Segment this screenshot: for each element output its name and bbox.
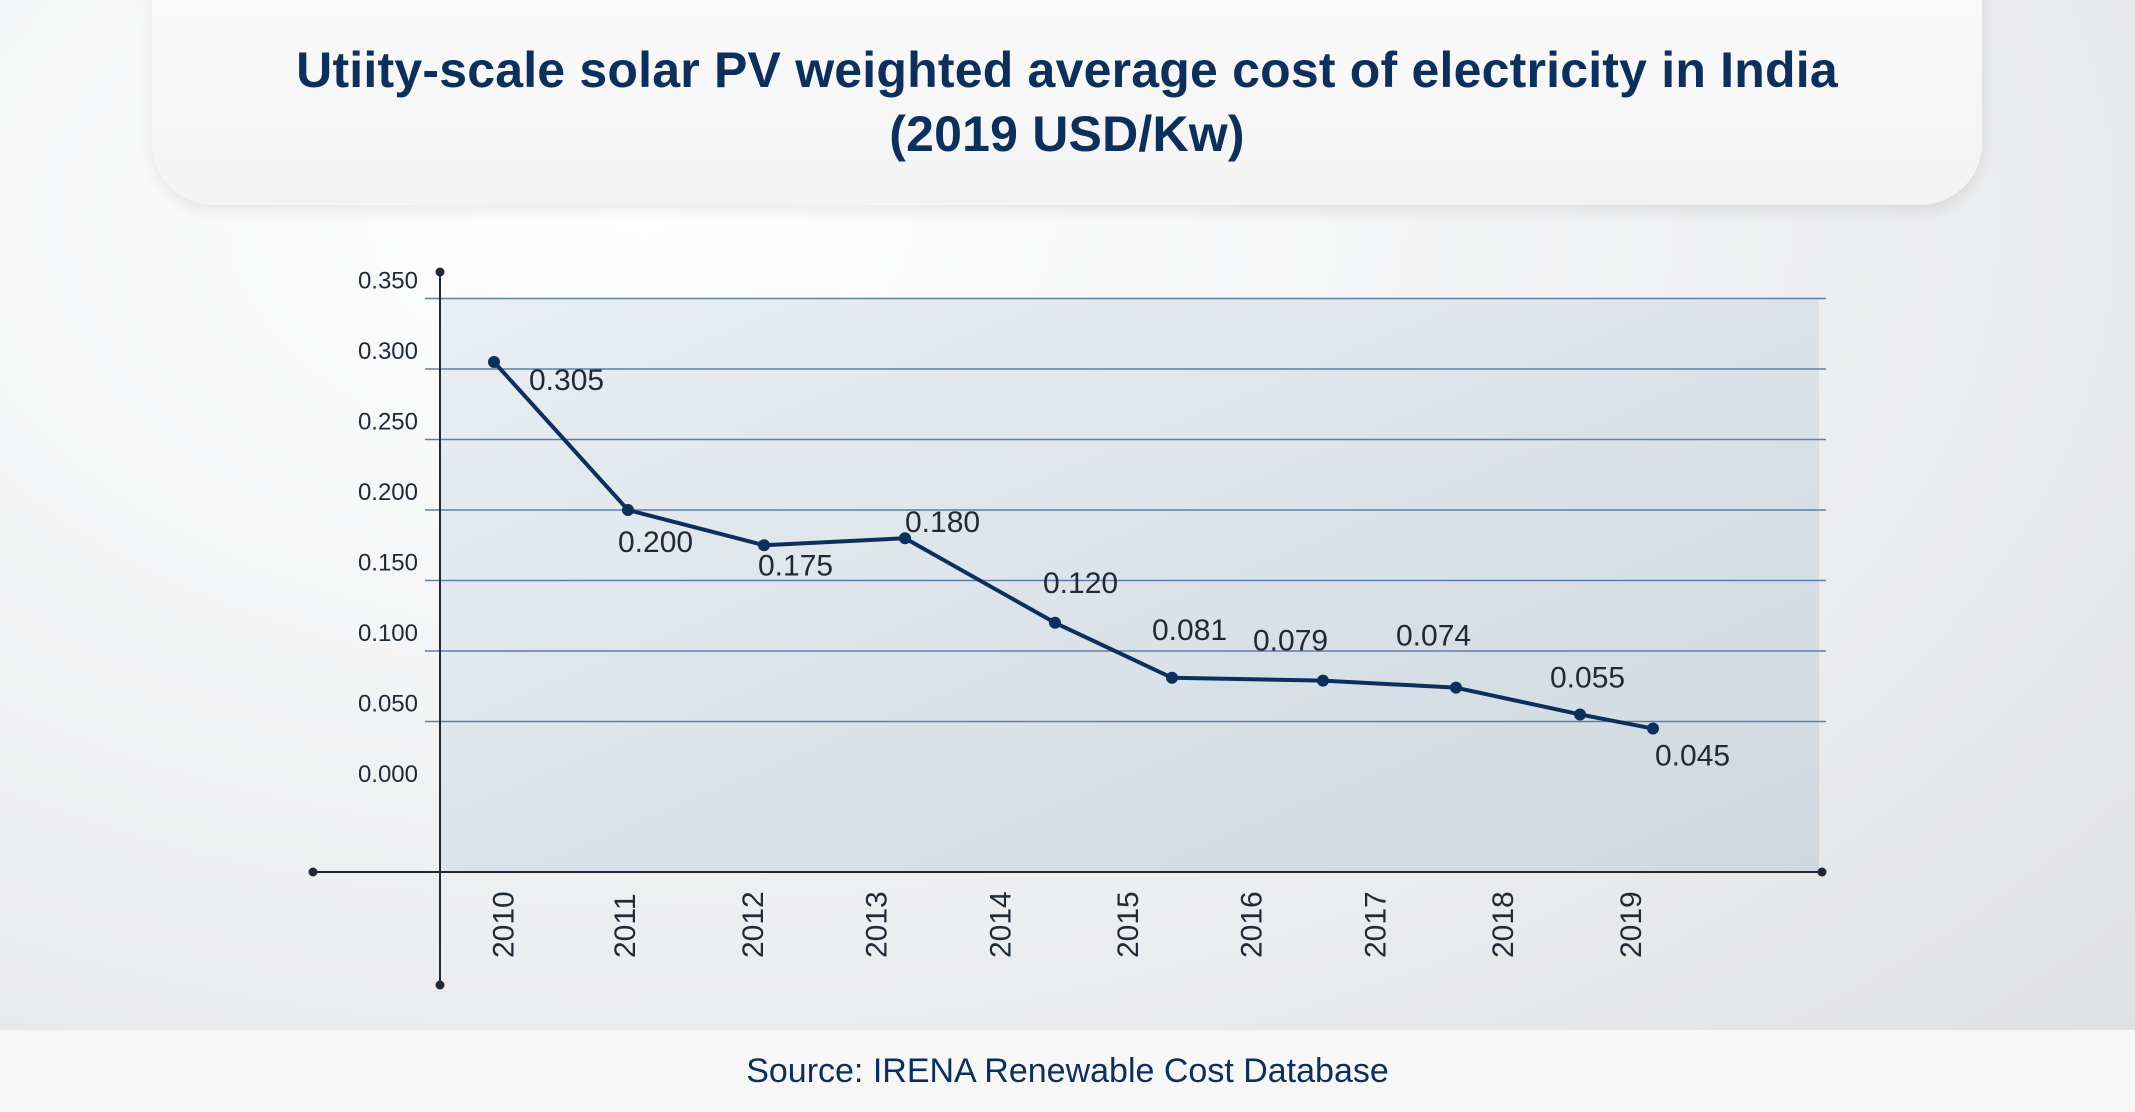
data-label: 0.120	[1043, 567, 1118, 600]
series-line	[492, 359, 1655, 731]
data-label: 0.045	[1655, 740, 1730, 773]
data-label: 0.200	[618, 526, 693, 559]
data-labels: 0.305 0.200 0.175 0.180 0.120 0.081 0.079 0.074…	[529, 364, 1730, 773]
y-axis-end-dot	[435, 267, 445, 277]
y-tick-label: 0.350	[358, 268, 418, 295]
chart-title: Utiity-scale solar PV weighted average c…	[296, 38, 1838, 166]
data-label: 0.079	[1253, 625, 1328, 658]
data-point	[1166, 671, 1178, 684]
data-point	[622, 504, 634, 516]
line-chart: 0.000 0.050 0.100 0.150 0.200 0.250 0.300 0.350…	[308, 267, 1827, 990]
x-tick-label: 2016	[1236, 891, 1269, 958]
series-cost	[488, 355, 1659, 735]
data-point	[1647, 722, 1659, 735]
data-label: 0.305	[529, 364, 604, 397]
axes	[308, 267, 1827, 990]
data-label: 0.074	[1396, 620, 1471, 653]
y-tick-label: 0.050	[358, 691, 418, 718]
chart-title-line-1: Utiity-scale solar PV weighted average c…	[296, 41, 1838, 98]
y-tick-label: 0.200	[358, 479, 418, 506]
x-axis-end-dot	[308, 867, 318, 877]
data-point	[899, 532, 911, 545]
x-tick-label: 2010	[488, 891, 521, 958]
data-label: 0.055	[1550, 661, 1625, 694]
title-card: Utiity-scale solar PV weighted average c…	[152, 0, 1982, 205]
y-tick-label: 0.150	[358, 550, 418, 577]
y-axis-ticks: 0.000 0.050 0.100 0.150 0.200 0.250 0.300 0.350	[358, 268, 418, 789]
y-tick-label: 0.000	[358, 761, 418, 788]
x-tick-label: 2017	[1359, 891, 1392, 958]
data-point	[488, 355, 500, 368]
x-tick-label: 2015	[1112, 891, 1145, 958]
x-axis-end-dot	[1817, 867, 1827, 877]
x-tick-label: 2013	[861, 891, 894, 958]
y-tick-label: 0.100	[358, 620, 418, 647]
y-tick-label: 0.250	[358, 409, 418, 436]
data-point	[1049, 616, 1061, 629]
gridlines	[425, 297, 1826, 723]
data-label: 0.175	[758, 549, 833, 582]
x-tick-label: 2014	[984, 891, 1017, 958]
x-tick-label: 2018	[1487, 891, 1520, 958]
x-tick-label: 2012	[737, 891, 770, 958]
data-label: 0.081	[1152, 614, 1227, 647]
data-label: 0.180	[905, 506, 980, 539]
y-tick-label: 0.300	[358, 338, 418, 365]
x-tick-label: 2019	[1615, 891, 1648, 958]
data-point	[1317, 674, 1329, 687]
chart-title-line-2: (2019 USD/Kw)	[889, 105, 1245, 162]
data-point	[1574, 708, 1586, 721]
footer: Source: IRENA Renewable Cost Database	[0, 1030, 2135, 1112]
data-point	[758, 539, 770, 552]
plot-area	[441, 299, 1819, 871]
data-point	[1450, 681, 1462, 694]
source-note: Source: IRENA Renewable Cost Database	[746, 1051, 1389, 1090]
x-axis-ticks: 2010 2011 2012 2013 2014 2015 2016 2017 2018 2019	[488, 891, 1648, 958]
x-tick-label: 2011	[609, 893, 642, 958]
y-axis-end-dot	[435, 980, 445, 990]
